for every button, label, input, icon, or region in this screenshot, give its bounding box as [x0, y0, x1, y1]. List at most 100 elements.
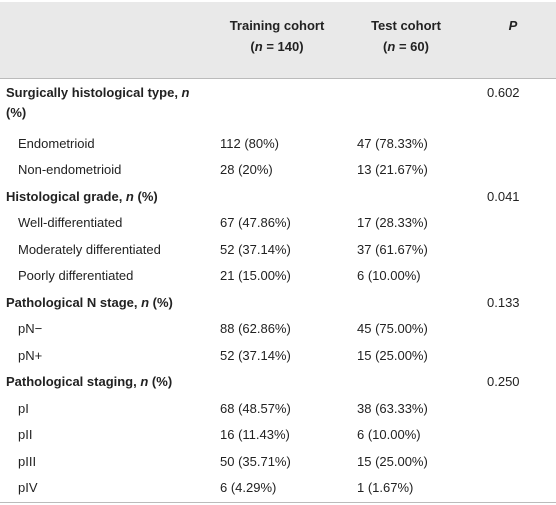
training-value: 112 (80%)	[220, 135, 280, 151]
cell	[212, 369, 342, 396]
section-row: Pathological N stage, n (%) 0.133	[0, 290, 556, 317]
item-label: pIII	[18, 453, 37, 469]
cell	[212, 78, 342, 131]
test-value: 6 (10.00%)	[357, 427, 421, 443]
test-value: 15 (25.00%)	[357, 453, 428, 469]
training-value: 16 (11.43%)	[220, 427, 290, 443]
header-p: P	[508, 18, 518, 33]
item-label: pN−	[18, 321, 43, 337]
cell	[470, 210, 556, 237]
section-label: Pathological N stage, n (%)	[0, 290, 212, 317]
section-label-part: (%)	[6, 104, 27, 120]
section-label: Histological grade, n (%)	[0, 184, 212, 211]
header-test: Test cohort (n = 60)	[342, 2, 470, 78]
cell	[342, 290, 470, 317]
table-header: Training cohort (n = 140) Test cohort (n…	[0, 2, 556, 78]
section-label-part: Pathological staging,	[6, 374, 141, 390]
item-row: Well-differentiated 67 (47.86%) 17 (28.33%…	[0, 210, 556, 237]
header-size: = 60)	[395, 39, 429, 54]
item-row: pN+ 52 (37.14%) 15 (25.00%)	[0, 343, 556, 370]
item-row: Endometrioid 112 (80%) 47 (78.33%)	[0, 131, 556, 158]
section-label-part: (%)	[148, 374, 173, 390]
p-value: 0.602	[487, 84, 520, 100]
cell	[470, 449, 556, 476]
item-label: pN+	[18, 347, 43, 363]
p-value: 0.041	[487, 188, 520, 204]
item-row: Moderately differentiated 52 (37.14%) 37 (…	[0, 237, 556, 264]
cell	[470, 422, 556, 449]
cell	[470, 237, 556, 264]
section-label-part: n	[181, 84, 190, 100]
cell	[470, 263, 556, 290]
item-label: Moderately differentiated	[18, 241, 161, 257]
cell	[470, 316, 556, 343]
test-value: 45 (75.00%)	[357, 321, 428, 337]
item-label: pI	[18, 400, 29, 416]
cell	[470, 396, 556, 423]
item-row: Non-endometrioid 28 (20%) 13 (21.67%)	[0, 157, 556, 184]
header-size: (	[383, 39, 388, 54]
header-size: n	[387, 39, 396, 54]
test-value: 15 (25.00%)	[357, 347, 428, 363]
test-value: 6 (10.00%)	[357, 268, 421, 284]
test-value: 13 (21.67%)	[357, 162, 428, 178]
cell	[342, 78, 470, 131]
cell	[212, 184, 342, 211]
test-value: 38 (63.33%)	[357, 400, 428, 416]
p-value: 0.250	[487, 374, 520, 390]
section-row: Pathological staging, n (%) 0.250	[0, 369, 556, 396]
test-value: 17 (28.33%)	[357, 215, 428, 231]
item-row: pIII 50 (35.71%) 15 (25.00%)	[0, 449, 556, 476]
item-label: pII	[18, 427, 33, 443]
section-label-part: Pathological N stage,	[6, 294, 142, 310]
cell	[470, 131, 556, 158]
section-label-part: n	[141, 294, 150, 310]
training-value: 50 (35.71%)	[220, 453, 291, 469]
item-label: Poorly differentiated	[18, 268, 134, 284]
training-value: 28 (20%)	[220, 162, 273, 178]
cell	[470, 475, 556, 502]
training-value: 52 (37.14%)	[220, 347, 291, 363]
training-value: 52 (37.14%)	[220, 241, 291, 257]
header-size: (	[250, 39, 255, 54]
item-row: pIV 6 (4.29%) 1 (1.67%)	[0, 475, 556, 502]
p-value: 0.133	[487, 294, 520, 310]
item-label: pIV	[18, 480, 38, 496]
section-label-part: n	[140, 374, 149, 390]
table-body: Surgically histological type, n (%) 0.602…	[0, 78, 556, 502]
item-label: Non-endometrioid	[18, 162, 122, 178]
section-label: Surgically histological type, n (%)	[0, 78, 212, 131]
item-row: pII 16 (11.43%) 6 (10.00%)	[0, 422, 556, 449]
section-label: Pathological staging, n (%)	[0, 369, 212, 396]
item-label: Endometrioid	[18, 135, 95, 151]
header-title: Test cohort	[371, 18, 441, 33]
item-row: pI 68 (48.57%) 38 (63.33%)	[0, 396, 556, 423]
cell	[342, 184, 470, 211]
item-row: Poorly differentiated 21 (15.00%) 6 (10.00…	[0, 263, 556, 290]
header-empty	[0, 2, 212, 78]
section-label-part: Surgically histological type,	[6, 84, 182, 100]
section-row: Histological grade, n (%) 0.041	[0, 184, 556, 211]
training-value: 88 (62.86%)	[220, 321, 291, 337]
item-label: Well-differentiated	[18, 215, 123, 231]
cell	[342, 369, 470, 396]
item-row: pN− 88 (62.86%) 45 (75.00%)	[0, 316, 556, 343]
header-training: Training cohort (n = 140)	[212, 2, 342, 78]
header-title: Training cohort	[229, 18, 325, 33]
section-label-part: n	[125, 188, 134, 204]
test-value: 1 (1.67%)	[357, 480, 414, 496]
training-value: 68 (48.57%)	[220, 400, 291, 416]
header-size: = 140)	[262, 39, 304, 54]
training-value: 21 (15.00%)	[220, 268, 291, 284]
test-value: 47 (78.33%)	[357, 135, 428, 151]
training-value: 6 (4.29%)	[220, 480, 277, 496]
cell	[470, 343, 556, 370]
header-size: n	[254, 39, 263, 54]
training-value: 67 (47.86%)	[220, 215, 291, 231]
section-row: Surgically histological type, n (%) 0.602	[0, 78, 556, 131]
section-label-part: (%)	[133, 188, 158, 204]
section-label-part: Histological grade,	[6, 188, 126, 204]
cell	[212, 290, 342, 317]
